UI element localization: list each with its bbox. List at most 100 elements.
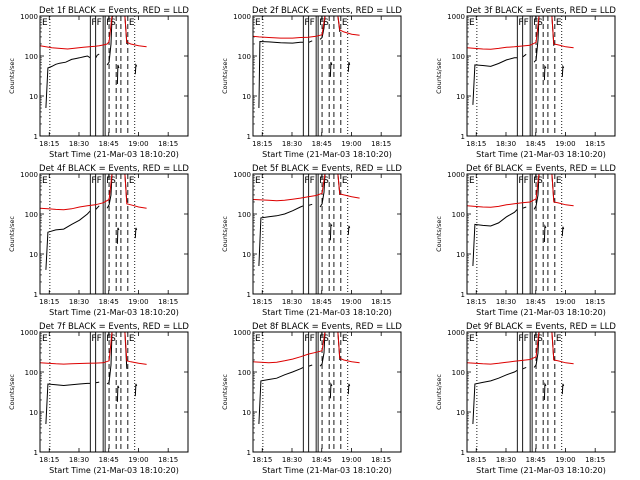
det-9f-y-tick-label: 1 [461,449,465,457]
det-8f-x-axis-label: Start Time (21-Mar-03 18:10:20) [262,466,392,475]
det-5f-y-tick-label: 1 [247,291,251,299]
det-1f-x-tick-label: 18:30 [69,140,89,148]
det-7f-marker-label: F [106,334,111,344]
det-5f-y-axis-label: Counts/sec [221,216,229,252]
det-8f-x-tick-label: 18:45 [312,456,332,464]
det-3f-series-lld [467,16,574,50]
det-7f-y-axis-label: Counts/sec [8,374,16,410]
det-7f-x-axis-label: Start Time (21-Mar-03 18:10:20) [49,466,179,475]
det-8f-title: Det 8f BLACK = Events, RED = LLD [252,322,402,332]
det-1f-x-tick-label: 18:15 [39,140,59,148]
det-2f-y-tick-label: 10 [242,93,251,101]
det-8f-x-tick-label: 18:30 [282,456,302,464]
det-9f-marker-label: F [524,334,529,344]
det-3f-marker-label: F [524,18,529,28]
det-1f-marker-label: F [91,18,96,28]
det-6f-marker-label: F [518,176,523,186]
det-5f-x-tick-label: 18:45 [312,298,332,306]
det-5f-marker-label: S [323,176,329,186]
det-1f-y-tick-label: 10 [29,93,38,101]
det-7f-y-tick-label: 1000 [20,329,38,337]
det-1f-title: Det 1f BLACK = Events, RED = LLD [39,6,189,16]
det-5f-x-tick-label: 18:15 [252,298,272,306]
det-6f-frame [466,173,616,295]
det-2f-x-axis-label: Start Time (21-Mar-03 18:10:20) [262,150,392,159]
det-1f-x-axis-label: Start Time (21-Mar-03 18:10:20) [49,150,179,159]
det-7f-y-tick-label: 100 [25,369,38,377]
det-4f-y-axis-label: Counts/sec [8,216,16,252]
det-8f-y-tick-label: 10 [242,409,251,417]
det-1f-y-tick-label: 100 [25,53,38,61]
det-8f-frame [252,331,402,453]
det-2f-frame [252,15,402,137]
det-9f-marker-label: F [518,334,523,344]
det-9f-x-tick-label: 18:30 [496,456,516,464]
det-5f-title: Det 5f BLACK = Events, RED = LLD [252,164,402,174]
det-2f-title: Det 2f BLACK = Events, RED = LLD [252,6,402,16]
det-3f-y-tick-label: 1000 [447,13,465,21]
det-9f-series-lld [467,332,574,365]
det-3f-frame [466,15,616,137]
det-1f-x-tick-label: 19:00 [128,140,148,148]
det-9f-x-tick-label: 18:15 [585,456,605,464]
det-4f-x-tick-label: 19:00 [128,298,148,306]
det-4f-marker-label: S [110,176,116,186]
det-8f-y-tick-label: 100 [238,369,251,377]
det-7f-marker-label: S [110,334,116,344]
det-4f-marker-label: F [106,176,111,186]
det-5f-y-tick-label: 1000 [233,171,251,179]
det-4f-title: Det 4f BLACK = Events, RED = LLD [39,164,189,174]
det-2f-marker-label: S [323,18,329,28]
det-2f-x-tick-label: 18:15 [252,140,272,148]
det-7f-x-tick-label: 18:30 [69,456,89,464]
det-9f-x-axis-label: Start Time (21-Mar-03 18:10:20) [476,466,606,475]
det-4f-x-tick-label: 18:45 [99,298,119,306]
det-7f-x-tick-label: 18:15 [158,456,178,464]
det-5f-y-tick-label: 100 [238,211,251,219]
det-2f-y-axis-label: Counts/sec [221,58,229,94]
det-8f-marker-label: F [304,334,309,344]
det-5f-x-axis-label: Start Time (21-Mar-03 18:10:20) [262,308,392,317]
det-6f-marker-label: F [533,176,538,186]
det-5f-panel: Det 5f BLACK = Events, RED = LLD Counts/s… [221,164,402,317]
det-3f-marker-label: F [533,18,538,28]
det-5f-x-tick-label: 19:00 [341,298,361,306]
det-3f-y-axis-label: Counts/sec [435,58,443,94]
det-4f-y-tick-label: 100 [25,211,38,219]
det-2f-marker-label: F [304,18,309,28]
det-6f-y-tick-label: 10 [456,251,465,259]
det-2f-marker-label: F [319,18,324,28]
det-5f-marker-label: E [342,176,348,186]
det-8f-y-tick-label: 1000 [233,329,251,337]
det-4f-series-events [45,174,138,270]
det-9f-y-axis-label: Counts/sec [435,374,443,410]
det-2f-panel: Det 2f BLACK = Events, RED = LLD Counts/s… [221,6,402,159]
det-4f-x-tick-label: 18:15 [158,298,178,306]
det-9f-marker-label: F [533,334,538,344]
det-6f-x-tick-label: 18:15 [585,298,605,306]
det-9f-y-tick-label: 1000 [447,329,465,337]
det-3f-corner-label: E [469,18,475,28]
det-8f-x-tick-label: 18:15 [371,456,391,464]
det-8f-marker-label: S [323,334,329,344]
det-2f-series-events [258,16,351,109]
det-6f-y-tick-label: 100 [452,211,465,219]
det-9f-x-tick-label: 18:45 [526,456,546,464]
det-6f-series-lld [467,174,574,208]
det-1f-series-events [45,16,138,109]
det-3f-marker-label: E [556,18,562,28]
det-8f-marker-label: F [310,334,315,344]
det-1f-y-tick-label: 1 [34,133,38,141]
det-1f-marker-label: E [129,18,135,28]
det-7f-y-tick-label: 1 [34,449,38,457]
det-4f-y-tick-label: 1 [34,291,38,299]
det-1f-marker-label: F [106,18,111,28]
det-1f-marker-label: F [97,18,102,28]
det-7f-series-lld [40,332,147,365]
det-6f-y-tick-label: 1 [461,291,465,299]
det-3f-y-tick-label: 1 [461,133,465,141]
det-5f-series-lld [253,174,360,202]
det-7f-x-tick-label: 18:15 [39,456,59,464]
det-4f-frame [39,173,189,295]
det-8f-y-tick-label: 1 [247,449,251,457]
